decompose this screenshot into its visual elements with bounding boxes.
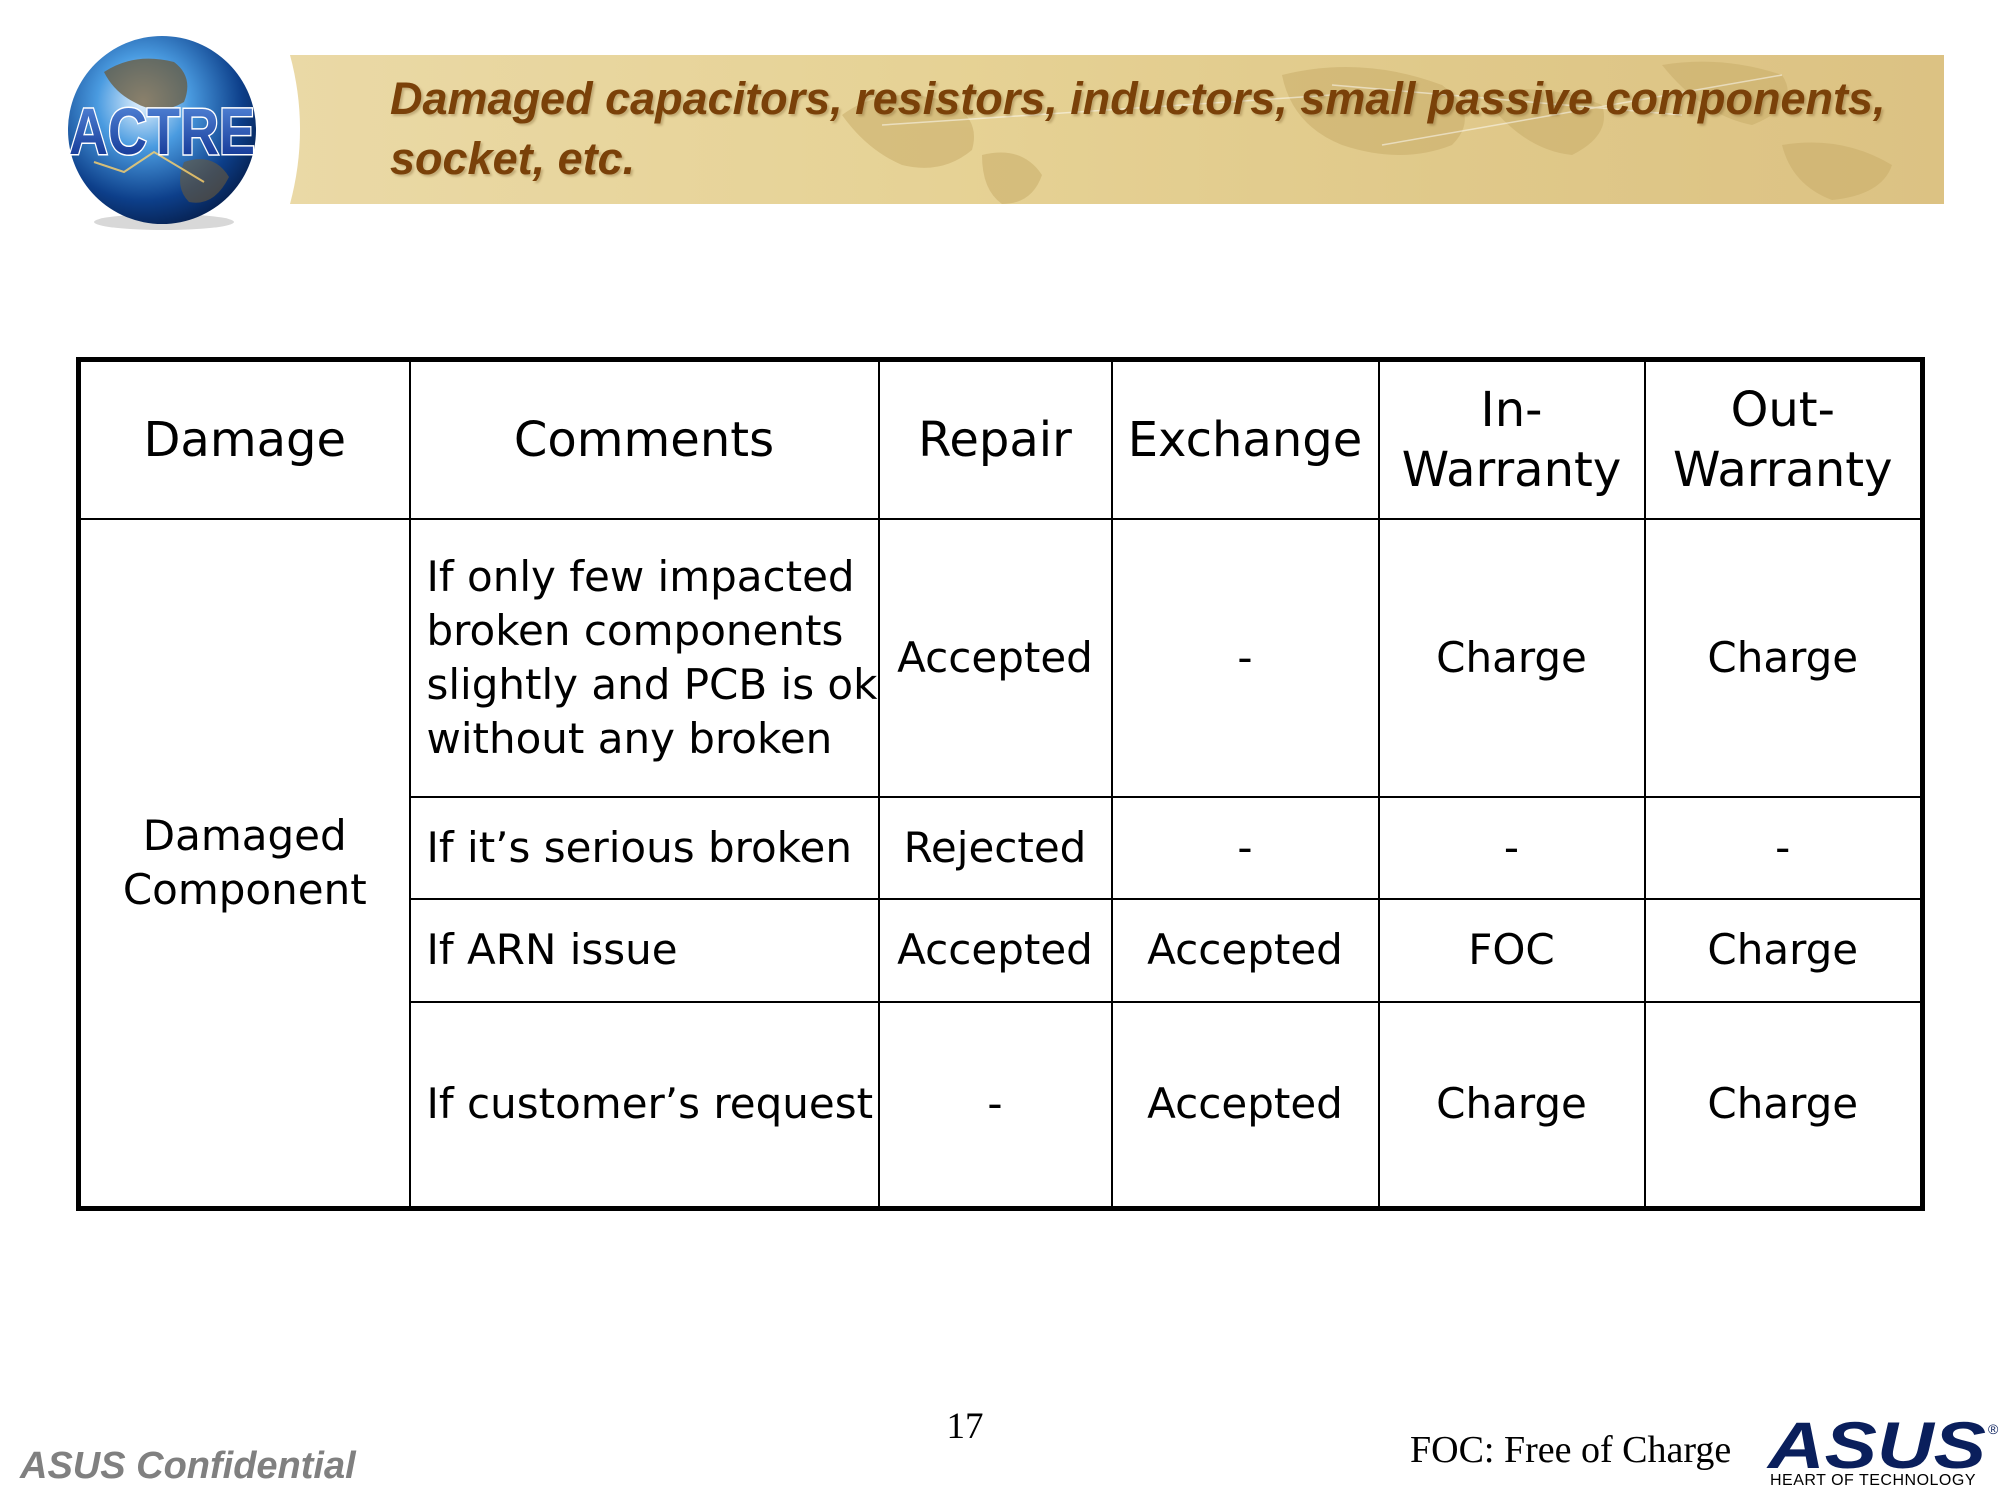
repair-cell: Accepted: [877, 897, 1113, 1003]
comment-cell: If ARN issue: [408, 897, 880, 1003]
out-warranty-cell: Charge: [1643, 1000, 1924, 1210]
in-warranty-cell: Charge: [1377, 1000, 1646, 1210]
column-header-repair: Repair: [877, 358, 1113, 520]
damage-policy-table: Damage Comments Repair Exchange In- Warr…: [76, 357, 1925, 1211]
asus-tagline: HEART OF TECHNOLOGY: [1770, 1472, 1976, 1489]
asus-logo: ASUS ®: [1766, 1412, 1999, 1482]
table-header-row: Damage Comments Repair Exchange In- Warr…: [77, 358, 1924, 520]
in-warranty-cell: Charge: [1377, 517, 1646, 798]
repair-cell: Rejected: [877, 795, 1113, 900]
out-warranty-cell: -: [1643, 795, 1924, 900]
foc-footnote: FOC: Free of Charge: [1410, 1429, 1732, 1471]
repair-cell: -: [877, 1000, 1113, 1210]
out-warranty-cell: Charge: [1643, 517, 1924, 798]
out-warranty-cell: Charge: [1643, 897, 1924, 1003]
exchange-cell: -: [1110, 795, 1380, 900]
confidential-label: ASUS Confidential: [20, 1445, 356, 1487]
comment-cell: If it’s serious broken: [408, 795, 880, 900]
actre-logo: ACTRE: [68, 36, 257, 230]
in-warranty-cell: -: [1377, 795, 1646, 900]
damage-category-cell: Damaged Component: [77, 517, 411, 1210]
table-row: Damaged Component If only few impacted b…: [77, 517, 1924, 1210]
banner-left-curve: [282, 55, 300, 204]
column-header-comments: Comments: [408, 358, 880, 520]
exchange-cell: Accepted: [1110, 1000, 1380, 1210]
comment-cell: If customer’s request: [408, 1000, 880, 1210]
registered-mark: ®: [1988, 1421, 1999, 1437]
page-number: 17: [946, 1406, 984, 1447]
column-header-in-warranty: In- Warranty: [1377, 358, 1646, 520]
exchange-cell: -: [1110, 517, 1380, 798]
world-map-decoration: [842, 61, 1892, 204]
page-title: Damaged capacitors, resistors, inductors…: [390, 73, 1886, 184]
comment-cell: If only few impacted broken components s…: [408, 517, 880, 798]
actre-logo-text: ACTRE: [69, 94, 255, 168]
column-header-damage: Damage: [77, 358, 411, 520]
asus-logo-text: ASUS: [1766, 1412, 1986, 1482]
table-row: If it’s serious broken Rejected - - -: [79, 795, 1924, 900]
title-banner: Damaged capacitors, resistors, inductors…: [282, 55, 1944, 204]
in-warranty-cell: FOC: [1377, 897, 1646, 1003]
table-row: If customer’s request - Accepted Charge …: [79, 1000, 1924, 1210]
column-header-out-warranty: Out- Warranty: [1643, 358, 1924, 520]
repair-cell: Accepted: [877, 517, 1113, 798]
column-header-exchange: Exchange: [1110, 358, 1380, 520]
table-row: If ARN issue Accepted Accepted FOC Charg…: [79, 897, 1924, 1003]
exchange-cell: Accepted: [1110, 897, 1380, 1003]
